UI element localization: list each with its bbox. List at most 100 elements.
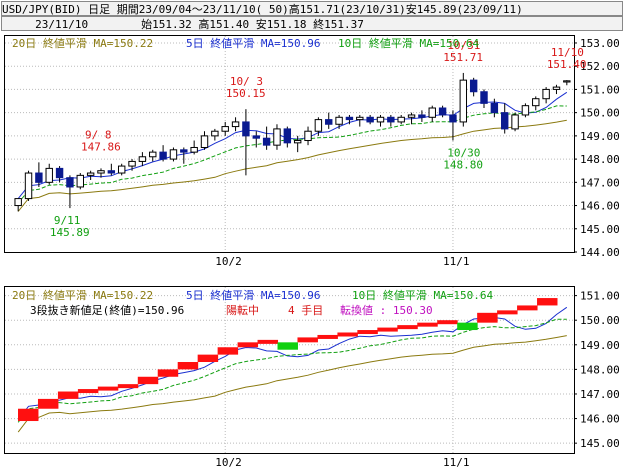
legend-ma10-lower: 10日 終値平滑 MA=150.64	[352, 288, 493, 302]
candle-body	[449, 114, 457, 123]
break-brick	[257, 339, 279, 344]
y-tick-label-lower: 146.00	[580, 413, 620, 426]
candle-body	[532, 98, 540, 107]
annotation-value: 150.15	[226, 87, 266, 100]
candle-body	[511, 114, 519, 130]
candle-body	[304, 130, 312, 142]
candle-body	[387, 116, 395, 123]
legend-ma5-lower: 5日 終値平滑 MA=150.96	[186, 288, 320, 302]
annotation-date: 10/30	[447, 147, 480, 160]
candle-body	[283, 128, 292, 144]
line-break-chart: 145.00 146.00 147.00 148.00 149.00 150.00 151.…	[5, 287, 620, 469]
x-tick-label: 11/1	[443, 255, 470, 268]
annotation-date: 11/10	[551, 46, 584, 59]
annotation-value: 148.80	[443, 159, 483, 172]
annotation-value: 145.89	[50, 226, 90, 239]
break-info-reversal: 転換値 : 150.30	[340, 304, 433, 317]
candle-body	[428, 107, 436, 118]
break-brick	[357, 330, 378, 335]
candle-body	[407, 114, 416, 118]
candle-body	[180, 149, 188, 153]
annotation-value: 151.40	[547, 58, 587, 71]
break-brick	[37, 398, 59, 409]
legend-ma20-lower: 20日 終値平滑 MA=150.22	[12, 288, 153, 302]
y-tick-label: 144.00	[580, 246, 620, 259]
candle-body	[438, 107, 447, 116]
candle-body	[231, 121, 240, 128]
candle-body	[149, 151, 157, 158]
candle-body	[293, 140, 302, 144]
candle-body	[252, 135, 260, 139]
break-info-value: 3段抜き新値足(終値)=150.96	[30, 303, 184, 317]
break-brick	[317, 334, 338, 339]
candle-body	[97, 170, 105, 174]
candle-body	[335, 116, 343, 125]
candle-body	[273, 128, 281, 146]
y-tick-label: 149.00	[580, 130, 620, 143]
y-tick-label: 147.00	[580, 176, 620, 189]
break-brick	[337, 332, 358, 337]
break-brick	[457, 322, 478, 331]
ma20-line	[17, 119, 567, 212]
annotation-date: 10/31	[447, 39, 480, 52]
break-brick	[497, 310, 518, 315]
annotation-date: 9/ 8	[85, 128, 112, 141]
candle-body	[128, 160, 136, 167]
break-brick	[377, 327, 398, 332]
y-tick-label-lower: 151.00	[580, 290, 620, 303]
ma5-line	[17, 91, 568, 199]
break-brick	[77, 389, 99, 394]
candle-body	[159, 151, 167, 160]
break-brick	[157, 369, 179, 377]
annotation-value: 147.86	[81, 140, 121, 153]
candle-body	[45, 167, 53, 183]
candle-body	[366, 116, 374, 123]
candle-body	[501, 112, 509, 130]
candle-body	[190, 146, 198, 153]
break-brick	[517, 305, 538, 311]
candle-chart: 144.00 145.00 146.00 147.00 148.00 149.00 150.…	[5, 36, 620, 268]
break-info-direction: 陽転中	[226, 304, 259, 317]
y-tick-label-lower: 147.00	[580, 388, 620, 401]
break-brick	[217, 347, 239, 355]
candle-body	[542, 88, 550, 100]
y-tick-label: 145.00	[580, 223, 620, 236]
candle-body	[221, 126, 229, 132]
x-tick-label-lower: 11/1	[443, 456, 470, 469]
chart-header-period: USD/JPY(BID) 日足 期間23/09/04～23/11/10( 50)…	[1, 1, 623, 16]
annotation-value: 151.71	[443, 51, 483, 64]
candle-body	[418, 114, 426, 118]
candle-body	[459, 79, 468, 123]
break-brick	[18, 408, 39, 422]
candle-body	[138, 156, 147, 162]
candle-body	[521, 105, 530, 116]
candle-body	[55, 167, 64, 179]
candle-body	[242, 121, 250, 137]
ma5-line-lower	[17, 306, 568, 421]
break-brick	[237, 342, 259, 348]
candle-body	[345, 116, 354, 121]
y-tick-label: 150.00	[580, 107, 620, 120]
candle-body	[356, 116, 364, 121]
annotation-date: 9/11	[54, 214, 80, 227]
candle-body	[552, 86, 561, 90]
chart-header-ohlc: 23/11/10 始151.32 高151.40 安151.18 終151.37	[1, 16, 623, 31]
break-brick	[177, 362, 199, 370]
candle-body	[480, 91, 488, 104]
candle-body	[490, 102, 499, 114]
break-brick	[477, 312, 498, 323]
candle-body	[200, 135, 209, 148]
break-brick	[437, 320, 458, 325]
break-brick	[397, 325, 418, 330]
legend-ma20: 20日 終値平滑 MA=150.22	[12, 36, 153, 50]
candle-body	[24, 172, 33, 200]
candle-body	[107, 170, 116, 174]
break-brick	[137, 376, 159, 385]
candle-body	[325, 119, 333, 125]
candle-body	[397, 116, 405, 123]
break-brick	[197, 354, 219, 363]
y-tick-label: 148.00	[580, 153, 620, 166]
break-brick	[117, 384, 139, 389]
candle-body	[76, 174, 84, 188]
break-brick	[97, 386, 119, 391]
